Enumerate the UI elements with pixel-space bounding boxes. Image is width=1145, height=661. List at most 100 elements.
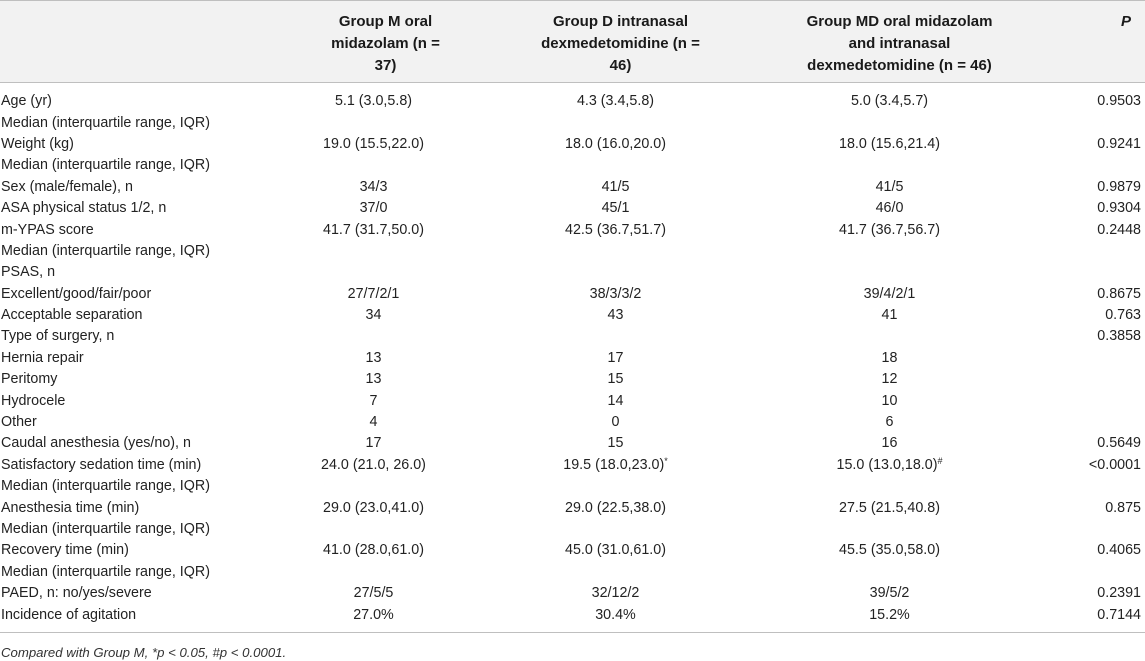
cell-text: 15 bbox=[607, 371, 624, 388]
group-md-cell: 45.5 (35.0,58.0) bbox=[754, 540, 1025, 561]
table-header-row: Group M oral midazolam (n = 37) Group D … bbox=[0, 0, 1145, 83]
cell-text: 17 bbox=[365, 435, 382, 452]
results-table: Group M oral midazolam (n = 37) Group D … bbox=[0, 0, 1145, 633]
group-m-cell: 19.0 (15.5,22.0) bbox=[270, 134, 477, 155]
p-value-cell bbox=[1025, 369, 1145, 390]
cell-text: 19.0 (15.5,22.0) bbox=[323, 135, 424, 152]
table-row: Type of surgery, n 0.3858 bbox=[0, 326, 1145, 347]
table-row: Hydrocele 7 14 10 bbox=[0, 390, 1145, 411]
row-label: Weight (kg) bbox=[0, 134, 270, 155]
cell-text: 41.0 (28.0,61.0) bbox=[323, 542, 424, 559]
row-label: Median (interquartile range, IQR) bbox=[0, 562, 270, 583]
group-m-cell bbox=[270, 262, 477, 283]
row-label: Peritomy bbox=[0, 369, 270, 390]
table-row: Median (interquartile range, IQR) bbox=[0, 155, 1145, 176]
cell-text: 38/3/3/2 bbox=[589, 285, 642, 302]
group-md-cell: 18.0 (15.6,21.4) bbox=[754, 134, 1025, 155]
cell-text: 43 bbox=[607, 307, 624, 324]
cell-text: Excellent/good/fair/poor bbox=[1, 285, 152, 302]
group-md-cell: 41 bbox=[754, 305, 1025, 326]
cell-text: Incidence of agitation bbox=[1, 606, 137, 623]
row-label: Caudal anesthesia (yes/no), n bbox=[0, 433, 270, 454]
p-value-cell: <0.0001 bbox=[1025, 455, 1145, 476]
group-m-cell bbox=[270, 241, 477, 262]
group-m-cell bbox=[270, 562, 477, 583]
group-m-cell: 34/3 bbox=[270, 177, 477, 198]
cell-text: 0.9879 bbox=[1097, 178, 1141, 195]
cell-text: 16 bbox=[881, 435, 898, 452]
cell-text: 0 bbox=[611, 414, 620, 431]
p-value-cell: 0.8675 bbox=[1025, 284, 1145, 305]
group-md-cell: 12 bbox=[754, 369, 1025, 390]
cell-text: 27.0% bbox=[353, 606, 394, 623]
group-md-cell bbox=[754, 112, 1025, 133]
row-label: Other bbox=[0, 412, 270, 433]
cell-text: Type of surgery, n bbox=[1, 328, 115, 345]
cell-text: 10 bbox=[881, 392, 898, 409]
cell-text: 0.7144 bbox=[1097, 606, 1141, 623]
group-m-cell: 24.0 (21.0, 26.0) bbox=[270, 455, 477, 476]
cell-text: Acceptable separation bbox=[1, 307, 143, 324]
group-m-cell: 27/7/2/1 bbox=[270, 284, 477, 305]
row-label: PAED, n: no/yes/severe bbox=[0, 583, 270, 604]
cell-text: 30.4% bbox=[595, 606, 636, 623]
group-d-cell bbox=[477, 519, 754, 540]
row-label: Type of surgery, n bbox=[0, 326, 270, 347]
header-group-m: Group M oral midazolam (n = 37) bbox=[270, 0, 477, 83]
row-label: Sex (male/female), n bbox=[0, 177, 270, 198]
table-row: Median (interquartile range, IQR) bbox=[0, 476, 1145, 497]
group-m-cell: 27/5/5 bbox=[270, 583, 477, 604]
cell-text: 15.2% bbox=[869, 606, 910, 623]
p-value-cell: 0.2391 bbox=[1025, 583, 1145, 604]
cell-text: Peritomy bbox=[1, 371, 58, 388]
group-d-cell: 15 bbox=[477, 433, 754, 454]
table-row: Anesthesia time (min) 29.0 (23.0,41.0) 29.… bbox=[0, 497, 1145, 518]
cell-text: 45.0 (31.0,61.0) bbox=[565, 542, 666, 559]
cell-text: 15.0 (13.0,18.0) bbox=[836, 456, 938, 473]
group-d-cell: 17 bbox=[477, 348, 754, 369]
cell-text: 19.5 (18.0,23.0) bbox=[563, 456, 665, 473]
cell-text: <0.0001 bbox=[1088, 456, 1141, 473]
cell-text: 7 bbox=[369, 392, 378, 409]
cell-text: 24.0 (21.0, 26.0) bbox=[321, 456, 426, 473]
cell-text: 0.8675 bbox=[1097, 285, 1141, 302]
table-row: Median (interquartile range, IQR) bbox=[0, 112, 1145, 133]
group-d-cell: 41/5 bbox=[477, 177, 754, 198]
group-md-cell bbox=[754, 155, 1025, 176]
table-row: Sex (male/female), n 34/3 41/5 41/5 0.9879 bbox=[0, 177, 1145, 198]
group-d-cell: 38/3/3/2 bbox=[477, 284, 754, 305]
p-value-cell bbox=[1025, 112, 1145, 133]
cell-text: 0.9241 bbox=[1097, 135, 1141, 152]
table-row: Recovery time (min) 41.0 (28.0,61.0) 45.0 … bbox=[0, 540, 1145, 561]
cell-text: Hydrocele bbox=[1, 392, 66, 409]
p-value-cell bbox=[1025, 519, 1145, 540]
cell-text: 4.3 (3.4,5.8) bbox=[576, 93, 655, 110]
cell-text: 0.5649 bbox=[1097, 435, 1141, 452]
table-row: ASA physical status 1/2, n 37/0 45/1 46/0 0.… bbox=[0, 198, 1145, 219]
p-value-cell: 0.3858 bbox=[1025, 326, 1145, 347]
table-footnote: Compared with Group M, *p < 0.05, #p < 0… bbox=[1, 645, 287, 660]
group-d-cell: 4.3 (3.4,5.8) bbox=[477, 83, 754, 113]
p-value-cell: 0.9503 bbox=[1025, 83, 1145, 113]
row-label: Incidence of agitation bbox=[0, 604, 270, 633]
group-md-cell bbox=[754, 241, 1025, 262]
cell-text: 34/3 bbox=[359, 178, 388, 195]
group-d-cell bbox=[477, 476, 754, 497]
group-m-cell: 34 bbox=[270, 305, 477, 326]
p-value-cell bbox=[1025, 476, 1145, 497]
group-m-cell: 17 bbox=[270, 433, 477, 454]
p-value-cell bbox=[1025, 155, 1145, 176]
row-label: Median (interquartile range, IQR) bbox=[0, 519, 270, 540]
cell-text: 0.2448 bbox=[1097, 221, 1141, 238]
cell-text: 42.5 (36.7,51.7) bbox=[565, 221, 666, 238]
group-d-cell: 42.5 (36.7,51.7) bbox=[477, 219, 754, 240]
group-md-cell: 18 bbox=[754, 348, 1025, 369]
cell-text: 27/5/5 bbox=[353, 585, 394, 602]
group-m-cell: 7 bbox=[270, 390, 477, 411]
cell-text: 0.2391 bbox=[1097, 585, 1141, 602]
group-md-cell bbox=[754, 519, 1025, 540]
cell-text: Age (yr) bbox=[1, 93, 52, 110]
cell-text: Sex (male/female), n bbox=[1, 178, 133, 195]
cell-text: 46/0 bbox=[875, 200, 904, 217]
cell-text: 5.0 (3.4,5.7) bbox=[850, 93, 929, 110]
